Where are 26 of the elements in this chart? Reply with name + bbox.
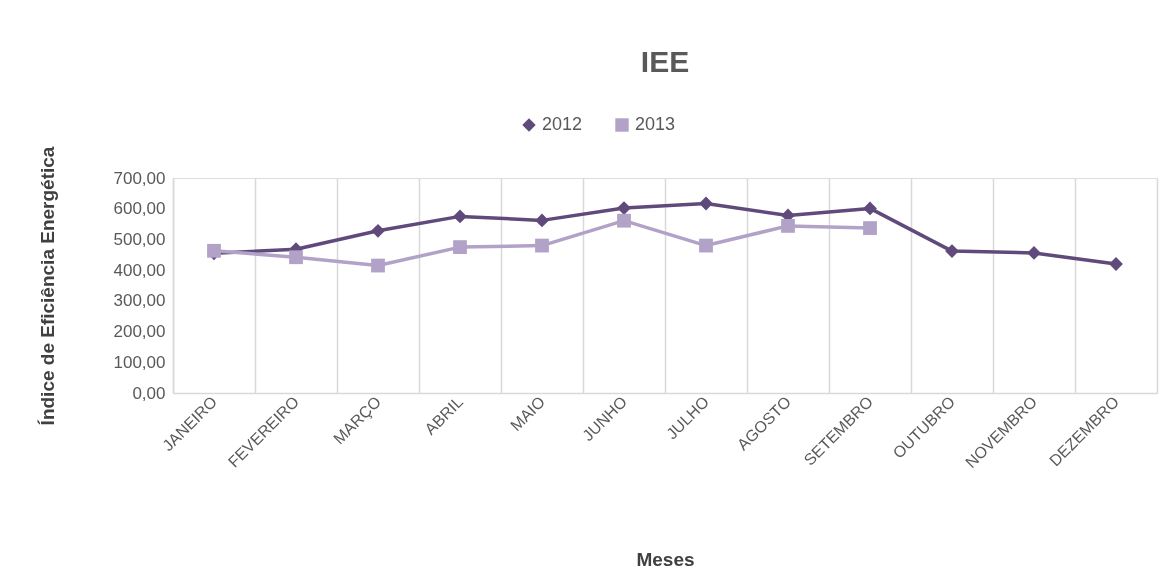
point — [371, 223, 385, 238]
point — [863, 201, 877, 216]
legend-label: 2012 — [542, 114, 583, 134]
y-tick-label: 200,00 — [113, 322, 166, 342]
point — [781, 219, 795, 233]
point — [863, 221, 877, 235]
point — [535, 213, 549, 228]
point — [371, 258, 385, 273]
point — [453, 209, 467, 224]
x-axis-title: Meses — [636, 549, 695, 571]
legend-label: 2013 — [635, 114, 676, 134]
chart-title: IEE — [640, 45, 690, 78]
point — [453, 240, 467, 254]
y-tick-label: 500,00 — [113, 229, 166, 249]
point — [617, 213, 631, 228]
point — [699, 238, 713, 253]
y-axis-title: Índice de Eficiência Energética — [36, 146, 58, 426]
point — [699, 196, 713, 211]
point — [535, 238, 549, 253]
y-tick-label: 0,00 — [132, 383, 166, 403]
y-tick-label: 600,00 — [113, 199, 166, 219]
y-tick-label: 700,00 — [113, 168, 166, 188]
point — [289, 250, 303, 265]
y-tick-label: 300,00 — [113, 291, 166, 311]
y-tick-label: 100,00 — [113, 352, 166, 372]
y-tick-label: 400,00 — [113, 260, 166, 280]
